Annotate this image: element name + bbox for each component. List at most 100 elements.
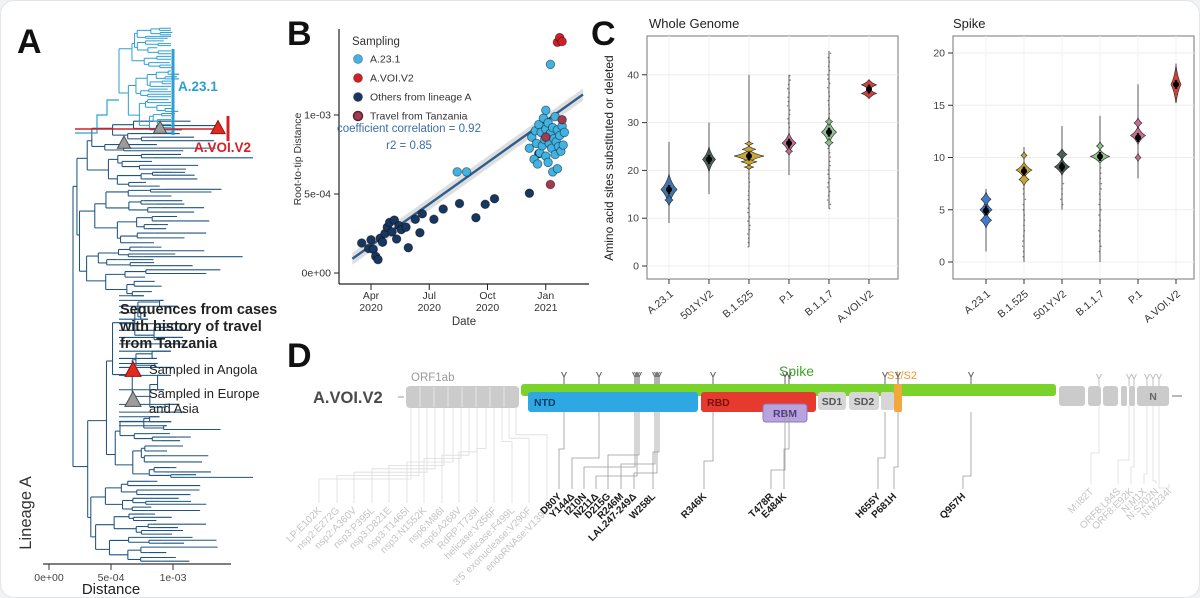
mutation-tick-arm xyxy=(636,371,640,378)
violin-tail-dot xyxy=(829,190,831,193)
correlation-annotation: coefficient correlation = 0.92 xyxy=(337,123,481,135)
violin-median-dot xyxy=(1021,168,1027,175)
violin-tail-dot xyxy=(1022,193,1025,195)
violin-tail-dot xyxy=(1061,193,1063,195)
scatter-point-others-from-lineage-a xyxy=(366,235,376,245)
panel-a-axis-tick-label: 0e+00 xyxy=(34,572,64,584)
panel-b-ytick-label: 5e-04 xyxy=(304,189,331,201)
violin-ytick-label: 10 xyxy=(933,152,945,164)
mutation-tick-arm xyxy=(1150,373,1154,380)
panel-b-xtick-label: 2020 xyxy=(476,302,500,314)
violin-median-dot xyxy=(826,129,832,136)
mutation-leader-line xyxy=(703,412,714,489)
scatter-point-a-23-1 xyxy=(541,105,551,116)
violin-median-dot xyxy=(706,156,712,163)
spike-region-label: Spike xyxy=(779,363,814,379)
scatter-point-a-23-1 xyxy=(452,167,462,177)
panel-b-xtick-label: 2021 xyxy=(534,302,558,314)
violin-tail-dot xyxy=(829,160,831,163)
mutation-tick-arm xyxy=(638,371,642,378)
legend-europe-asia-triangle xyxy=(124,390,142,407)
violin-median-dot xyxy=(983,207,989,214)
violin-tail-dot xyxy=(827,182,829,184)
violin-tail-dot xyxy=(828,151,831,154)
violin-tail-dot xyxy=(1099,198,1101,201)
mutation-label-q957h: Q957H xyxy=(938,491,968,521)
scatter-point-others-from-lineage-a xyxy=(429,214,439,225)
violin-tail-dot xyxy=(789,75,791,77)
mutation-tick-arm xyxy=(1144,373,1148,380)
mutation-tick-arm xyxy=(1158,373,1162,380)
violin-category-label: B.1.525 xyxy=(720,288,756,321)
violin-tail-dot xyxy=(829,52,832,55)
scatter-point-a-23-1 xyxy=(461,167,472,177)
violin-ytick-label: 20 xyxy=(627,165,639,177)
violin-tail-dot xyxy=(787,122,790,124)
violin-tail-dot xyxy=(1098,240,1101,242)
panel-b-ytick-label: 1e-03 xyxy=(304,110,331,122)
violin-tail-dot xyxy=(1023,229,1026,232)
violin-tail-dot xyxy=(1098,229,1100,232)
violin-tail-dot xyxy=(788,92,790,94)
scatter-point-a-voi-v2 xyxy=(557,36,567,47)
mutation-tick-arm xyxy=(1098,373,1102,380)
genome-region xyxy=(1103,386,1118,406)
violin-tail-dot xyxy=(787,83,790,86)
violin-shape-a-23-1 xyxy=(979,211,993,229)
panel-c-label: C xyxy=(591,15,616,53)
mutation-tick-arm xyxy=(1131,373,1135,380)
panel-c-violin-plots: C Whole Genome Spike Amino acid sites su… xyxy=(591,15,1195,325)
violin-tail-dot xyxy=(747,207,749,209)
mutation-tick-arm xyxy=(897,371,901,378)
violin-tail-dot xyxy=(1100,182,1103,185)
violin-ytick-label: 30 xyxy=(627,117,639,129)
panel-b-ytick-label: 0e+00 xyxy=(302,268,332,280)
violin-shape-b-1-1-7 xyxy=(824,137,834,148)
mutation-leader-line xyxy=(388,408,445,503)
mutation-leader-line xyxy=(1090,406,1100,484)
violin-tail-dot xyxy=(789,79,792,81)
violin-tail-dot xyxy=(828,108,830,110)
violin-tail-dot xyxy=(1023,224,1025,227)
violin-tail-dot xyxy=(827,147,829,150)
mutation-tick-arm xyxy=(596,371,600,378)
panel-b-xtick-label: Jul xyxy=(423,290,436,302)
violin-tail-dot xyxy=(748,228,751,231)
violin-tail-dot xyxy=(1021,245,1024,248)
panel-a-distance-axis: 0e+00 5e-04 1e-03 xyxy=(34,563,231,584)
legend-b-title: Sampling xyxy=(352,36,400,48)
genome-region-label-rbd: RBD xyxy=(707,397,730,409)
mutation-tick-arm xyxy=(1126,373,1130,380)
legend-b-item-2: Others from lineage A xyxy=(370,92,472,104)
scatter-point-others-from-lineage-a xyxy=(373,254,383,265)
mutation-leader-line xyxy=(583,412,636,489)
mutation-tick-arm xyxy=(788,371,792,378)
panel-b-ylabel: Root-to-tip Distance xyxy=(292,112,304,205)
angola-sample-triangle xyxy=(210,119,226,135)
genome-variant-name: A.VOI.V2 xyxy=(313,389,383,407)
violin-tail-dot xyxy=(1100,188,1102,190)
spike-violin-plot: 0 5 10 15 20 A.23.1 B.1.525 501Y.V2 B.1.1.7 P.1A.… xyxy=(933,35,1195,325)
mutation-leader-line xyxy=(770,412,786,489)
clade-label-avoiv2: A.VOI.V2 xyxy=(194,140,251,155)
mutation-leader-line xyxy=(783,412,790,489)
violin-tail-dot xyxy=(1099,235,1101,237)
violin-tail-dot xyxy=(1023,214,1026,216)
mutation-leader-line xyxy=(620,412,656,489)
violin-tail-dot xyxy=(787,118,789,120)
scatter-point-others-from-lineage-a xyxy=(415,227,425,238)
mutation-tick-arm xyxy=(1146,373,1150,380)
violin-category-label: P.1 xyxy=(777,288,796,307)
scatter-point-a-23-1 xyxy=(545,59,556,70)
scatter-point-others-from-lineage-a xyxy=(438,204,448,214)
mutation-leader-line xyxy=(353,408,428,503)
scatter-point-others-from-lineage-a xyxy=(387,227,397,237)
scatter-point-others-from-lineage-a xyxy=(471,212,481,223)
legend-a-item1-label: Sampled in Angola xyxy=(149,362,258,377)
violin-tail-dot xyxy=(747,211,749,214)
whole-genome-title: Whole Genome xyxy=(649,16,739,31)
europe-asia-sample-triangle xyxy=(152,119,168,134)
violin-tail-dot xyxy=(1060,198,1062,201)
